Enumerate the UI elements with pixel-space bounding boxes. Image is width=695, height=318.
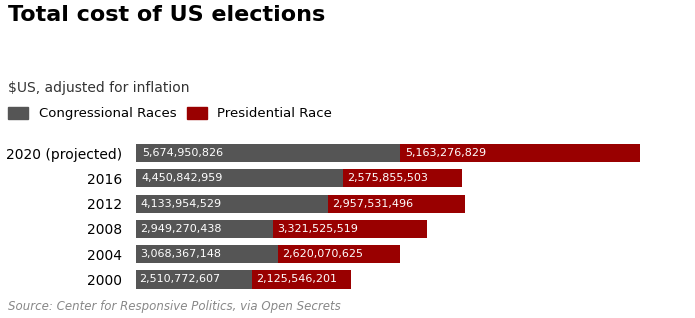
Text: 2,575,855,503: 2,575,855,503	[347, 173, 427, 183]
Legend: Congressional Races, Presidential Race: Congressional Races, Presidential Race	[8, 107, 332, 120]
Bar	[272, 220, 427, 238]
Bar	[136, 270, 252, 288]
Text: 3,068,367,148: 3,068,367,148	[140, 249, 221, 259]
Bar	[252, 270, 351, 288]
Bar	[278, 245, 400, 263]
Text: 2,949,270,438: 2,949,270,438	[140, 224, 222, 234]
Bar	[328, 195, 466, 213]
Text: 5,674,950,826: 5,674,950,826	[142, 148, 223, 158]
Bar	[136, 195, 328, 213]
Text: $US, adjusted for inflation: $US, adjusted for inflation	[8, 81, 190, 95]
Bar	[400, 144, 640, 162]
Bar	[343, 169, 462, 187]
Text: 5,163,276,829: 5,163,276,829	[405, 148, 486, 158]
Text: Source: Center for Responsive Politics, via Open Secrets: Source: Center for Responsive Politics, …	[8, 300, 341, 313]
Text: 2,620,070,625: 2,620,070,625	[282, 249, 363, 259]
Bar	[136, 169, 343, 187]
Text: 4,133,954,529: 4,133,954,529	[140, 199, 222, 209]
Text: 2,125,546,201: 2,125,546,201	[256, 274, 337, 284]
Bar	[136, 144, 400, 162]
Text: 4,450,842,959: 4,450,842,959	[141, 173, 222, 183]
Bar	[136, 245, 278, 263]
Text: 2,510,772,607: 2,510,772,607	[140, 274, 221, 284]
Text: 3,321,525,519: 3,321,525,519	[277, 224, 359, 234]
Text: Total cost of US elections: Total cost of US elections	[8, 5, 325, 25]
Bar	[136, 220, 272, 238]
Text: 2,957,531,496: 2,957,531,496	[332, 199, 414, 209]
